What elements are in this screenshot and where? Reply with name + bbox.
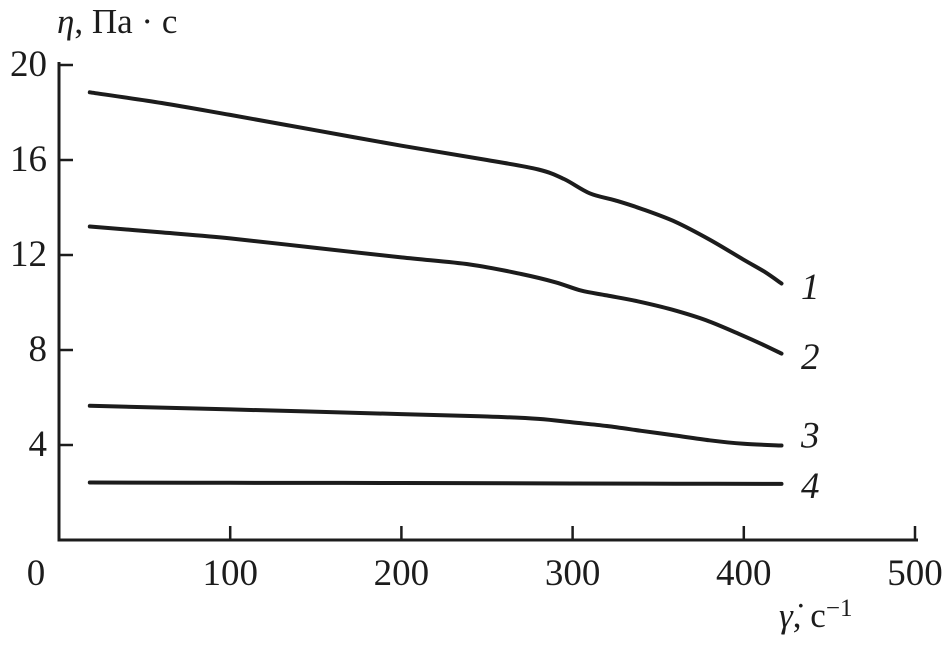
- x-tick-label: 0: [27, 553, 46, 594]
- x-axis-units-exponent: −1: [825, 595, 853, 623]
- y-tick-label: 20: [10, 44, 47, 85]
- curve-4: [87, 480, 784, 486]
- curve-label-4: 4: [801, 466, 820, 507]
- curve-2: [87, 224, 784, 356]
- curve-label-1: 1: [801, 267, 820, 308]
- y-tick-label: 16: [10, 139, 47, 180]
- gamma-dot-symbol: γ̇: [779, 596, 793, 635]
- y-tick-label: 8: [29, 329, 48, 370]
- x-axis-units: , с: [792, 596, 826, 635]
- curve-3: [87, 403, 784, 448]
- y-axis-title: η, Па · с: [57, 2, 178, 42]
- x-tick-label: 200: [374, 553, 430, 594]
- y-tick-label: 4: [29, 424, 48, 465]
- curve-label-3: 3: [800, 415, 820, 456]
- x-axis-title: γ̇, с−1: [779, 595, 853, 636]
- y-tick-label: 12: [10, 234, 47, 275]
- y-axis-units: , Па · с: [74, 2, 178, 41]
- eta-symbol: η: [57, 2, 75, 41]
- curve-1: [87, 90, 784, 286]
- x-tick-label: 400: [716, 553, 772, 594]
- x-tick-label: 300: [545, 553, 601, 594]
- x-tick-label: 500: [887, 553, 943, 594]
- curve-label-2: 2: [801, 337, 820, 378]
- x-tick-label: 100: [202, 553, 258, 594]
